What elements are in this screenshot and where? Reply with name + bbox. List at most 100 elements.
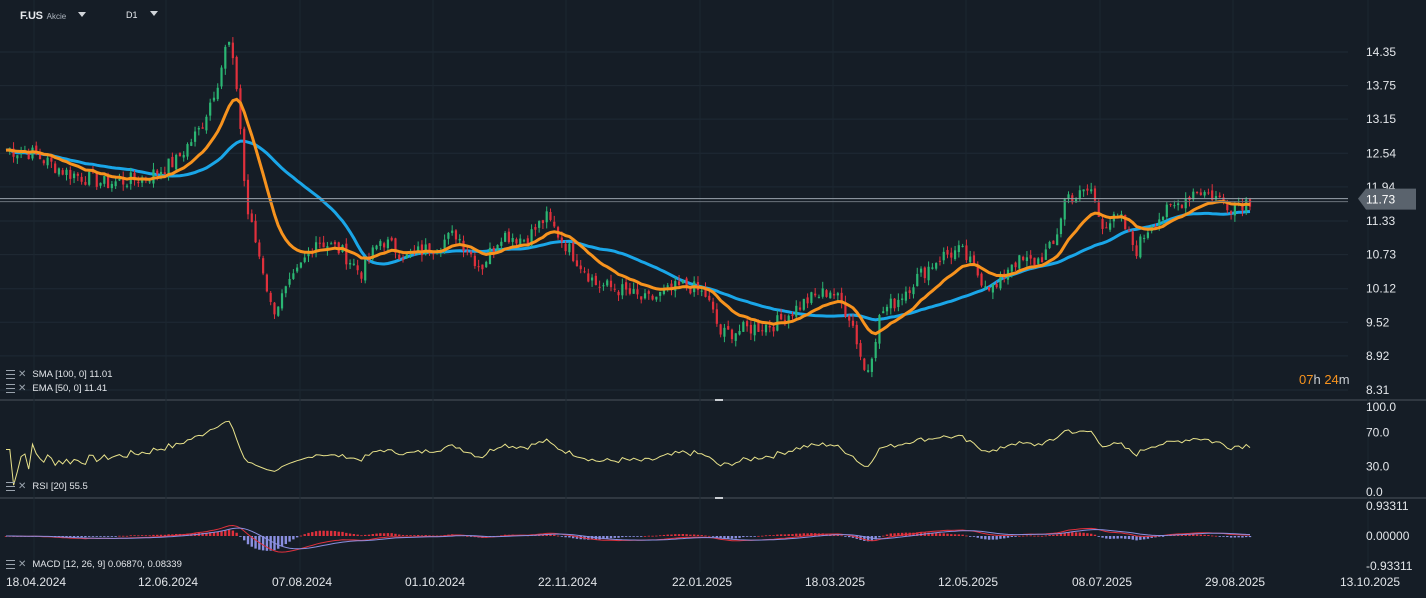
candle-body [84, 181, 87, 185]
candle-body [1143, 237, 1146, 239]
candle-body [1074, 199, 1078, 203]
macd-histogram-bar [110, 536, 114, 537]
macd-histogram-bar [167, 534, 170, 536]
candle [938, 256, 942, 266]
candle-body [417, 246, 420, 253]
interval-dropdown-icon[interactable] [149, 11, 158, 16]
candle-body [832, 293, 836, 296]
candle [1207, 188, 1210, 195]
price-tick-label: 8.92 [1366, 349, 1390, 363]
candle [190, 138, 193, 147]
candle-body [1131, 231, 1134, 245]
candle-body [35, 145, 38, 155]
macd-histogram-bar [806, 533, 809, 536]
rsi-tick-label: 70.0 [1366, 426, 1390, 440]
candle [991, 283, 994, 300]
macd-histogram-bar [307, 532, 310, 536]
date-tick-label: 07.08.2024 [272, 575, 332, 589]
symbol-header[interactable]: F.US Akcie [20, 10, 87, 22]
macd-histogram-bar [749, 536, 753, 537]
candle [296, 264, 299, 274]
candle [953, 245, 957, 261]
macd-histogram-bar [208, 532, 212, 536]
macd-histogram-bar [1210, 535, 1214, 537]
macd-histogram-bar [1014, 536, 1017, 537]
macd-histogram-bar [757, 535, 760, 537]
candle-body [54, 163, 57, 173]
macd-histogram-bar [382, 533, 386, 536]
macd-histogram-bar [624, 536, 628, 537]
candle-body [122, 176, 125, 185]
candle [1195, 191, 1199, 195]
settings-icon[interactable] [6, 370, 15, 379]
candle-body [674, 281, 677, 291]
candle-body [72, 173, 76, 179]
candle [904, 286, 908, 304]
macd-histogram-bar [934, 533, 938, 536]
candle [647, 289, 650, 300]
candle-body [965, 245, 968, 261]
candle-body [1127, 229, 1131, 231]
macd-histogram-bar [730, 536, 734, 539]
candle-body [553, 221, 556, 227]
candle [817, 294, 821, 299]
macd-histogram-bar [761, 535, 764, 537]
candle [167, 158, 170, 181]
symbol-dropdown-icon[interactable] [78, 12, 87, 17]
candle [545, 206, 548, 229]
candle [541, 219, 545, 230]
macd-histogram-bar [337, 531, 340, 536]
close-icon[interactable]: ✕ [18, 559, 27, 570]
price-tick-label: 10.73 [1366, 248, 1396, 262]
candle-body [916, 273, 919, 287]
candle-body [749, 324, 752, 334]
macd-histogram-bar [424, 535, 427, 536]
macd-histogram-bar [432, 535, 435, 537]
macd-histogram-bar [91, 536, 95, 537]
close-icon[interactable]: ✕ [18, 383, 27, 394]
candle [1169, 203, 1172, 207]
rsi-label: RSI [20] 55.5 [32, 481, 88, 492]
candle-body [231, 42, 234, 59]
candle-body [1108, 223, 1112, 230]
candle-body [1101, 219, 1104, 229]
candle-body [1067, 194, 1070, 199]
close-icon[interactable]: ✕ [18, 369, 27, 380]
candle-body [719, 324, 722, 335]
close-icon[interactable]: ✕ [18, 481, 27, 492]
candle-body [1139, 236, 1142, 258]
settings-icon[interactable] [6, 482, 15, 491]
macd-histogram-bar [734, 536, 737, 539]
candle [80, 172, 83, 185]
pane-resize-handle[interactable] [715, 399, 723, 401]
candle [575, 254, 579, 267]
candle [764, 323, 768, 336]
candle-body [526, 238, 529, 246]
candle-body [246, 179, 250, 215]
candle-body [757, 322, 760, 332]
macd-histogram-bar [1052, 534, 1055, 536]
settings-icon[interactable] [6, 560, 15, 569]
macd-histogram-bar [1044, 535, 1048, 537]
candle-body [1203, 191, 1206, 196]
candle-body [1040, 257, 1044, 262]
candle [171, 152, 174, 168]
macd-tick-label: 0.00000 [1366, 529, 1410, 543]
candle-body [798, 307, 802, 310]
candle [609, 274, 613, 292]
date-tick-label: 12.06.2024 [138, 575, 198, 589]
pane-resize-handle[interactable] [715, 497, 723, 499]
macd-histogram-bar [394, 533, 397, 536]
candle [643, 288, 647, 300]
settings-icon[interactable] [6, 384, 15, 393]
macd-histogram-bar [632, 536, 635, 537]
candle-body [420, 244, 424, 256]
macd-histogram-bar [99, 536, 102, 537]
candle-body [1165, 204, 1168, 218]
candle-body [836, 293, 839, 296]
candle [772, 325, 775, 337]
interval-selector[interactable]: D1 [126, 10, 158, 20]
candle [579, 259, 582, 274]
candle-body [190, 142, 193, 146]
